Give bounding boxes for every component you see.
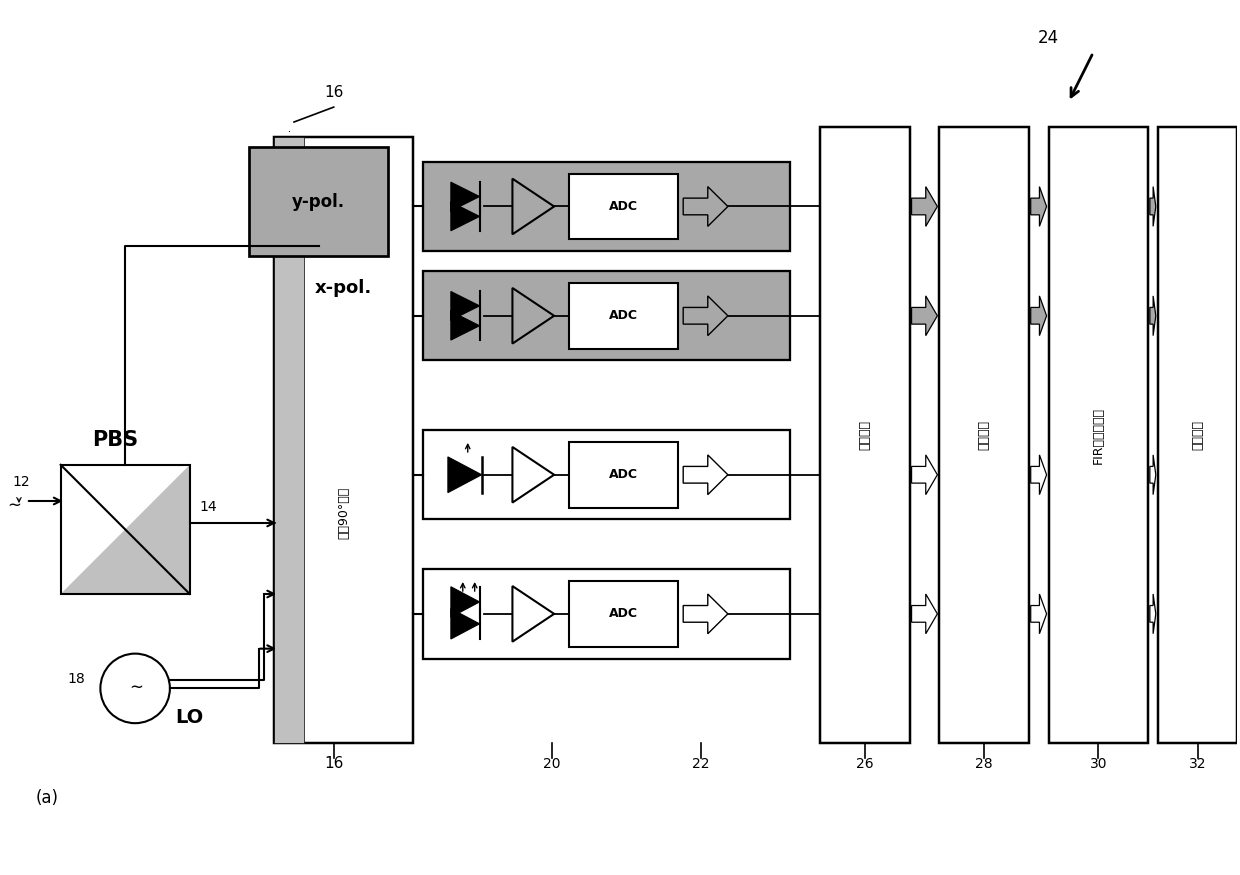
Bar: [820, 127, 910, 743]
Text: y-pol.: y-pol.: [293, 192, 346, 211]
Polygon shape: [683, 186, 728, 227]
Text: 色散补偿: 色散补偿: [858, 420, 872, 450]
Polygon shape: [512, 447, 554, 502]
Text: 30: 30: [1090, 757, 1107, 771]
Polygon shape: [1030, 296, 1047, 336]
Text: 24: 24: [1038, 29, 1059, 46]
Text: 光学90°混合: 光学90°混合: [337, 487, 350, 539]
Bar: [940, 127, 1029, 743]
Bar: [274, 136, 413, 743]
Polygon shape: [1149, 296, 1156, 336]
Polygon shape: [451, 202, 480, 231]
Polygon shape: [911, 594, 937, 633]
Polygon shape: [683, 296, 728, 336]
Text: 载波恢复: 载波恢复: [1190, 420, 1204, 450]
Polygon shape: [451, 182, 480, 211]
Polygon shape: [512, 586, 554, 641]
Polygon shape: [451, 312, 480, 340]
Polygon shape: [61, 465, 190, 594]
Text: 12: 12: [12, 475, 30, 489]
Text: 16: 16: [324, 85, 343, 100]
Bar: [274, 136, 304, 743]
Text: $\sim$: $\sim$: [4, 495, 22, 513]
Bar: [423, 162, 790, 251]
Text: 26: 26: [856, 757, 874, 771]
Bar: [61, 465, 190, 594]
Text: ADC: ADC: [609, 200, 639, 213]
Text: x-pol.: x-pol.: [315, 279, 372, 298]
Text: 28: 28: [975, 757, 993, 771]
Text: 18: 18: [68, 672, 86, 686]
Text: (a): (a): [36, 788, 58, 807]
Polygon shape: [1149, 186, 1156, 227]
Bar: [569, 173, 678, 239]
Polygon shape: [451, 291, 480, 320]
Polygon shape: [1030, 186, 1047, 227]
Text: ADC: ADC: [609, 607, 639, 620]
Polygon shape: [683, 455, 728, 494]
Bar: [423, 569, 790, 659]
Text: 20: 20: [543, 757, 560, 771]
Bar: [423, 271, 790, 360]
Bar: [569, 581, 678, 647]
Text: ADC: ADC: [609, 309, 639, 322]
Text: LO: LO: [175, 708, 203, 727]
Polygon shape: [451, 587, 480, 617]
Text: 14: 14: [200, 500, 217, 514]
Bar: [1049, 127, 1148, 743]
Text: $\sim$: $\sim$: [126, 676, 144, 695]
Bar: [569, 283, 678, 348]
Polygon shape: [512, 288, 554, 344]
Text: 16: 16: [324, 756, 343, 771]
Polygon shape: [448, 457, 481, 493]
Text: FIR蝠调均衡器: FIR蝠调均衡器: [1091, 407, 1105, 464]
Text: ADC: ADC: [609, 468, 639, 481]
Polygon shape: [451, 609, 480, 639]
Bar: [1158, 127, 1238, 743]
Polygon shape: [1030, 455, 1047, 494]
Polygon shape: [1030, 594, 1047, 633]
Polygon shape: [911, 455, 937, 494]
Circle shape: [100, 654, 170, 723]
Text: 22: 22: [692, 757, 709, 771]
Polygon shape: [911, 186, 937, 227]
Polygon shape: [911, 296, 937, 336]
Polygon shape: [1149, 594, 1156, 633]
Polygon shape: [1149, 455, 1156, 494]
Polygon shape: [683, 594, 728, 633]
Bar: [249, 147, 388, 256]
Text: PBS: PBS: [92, 430, 139, 450]
Polygon shape: [512, 178, 554, 235]
Bar: [423, 430, 790, 520]
Text: 时序恢复: 时序恢复: [977, 420, 991, 450]
Text: 32: 32: [1189, 757, 1207, 771]
Bar: [569, 442, 678, 507]
